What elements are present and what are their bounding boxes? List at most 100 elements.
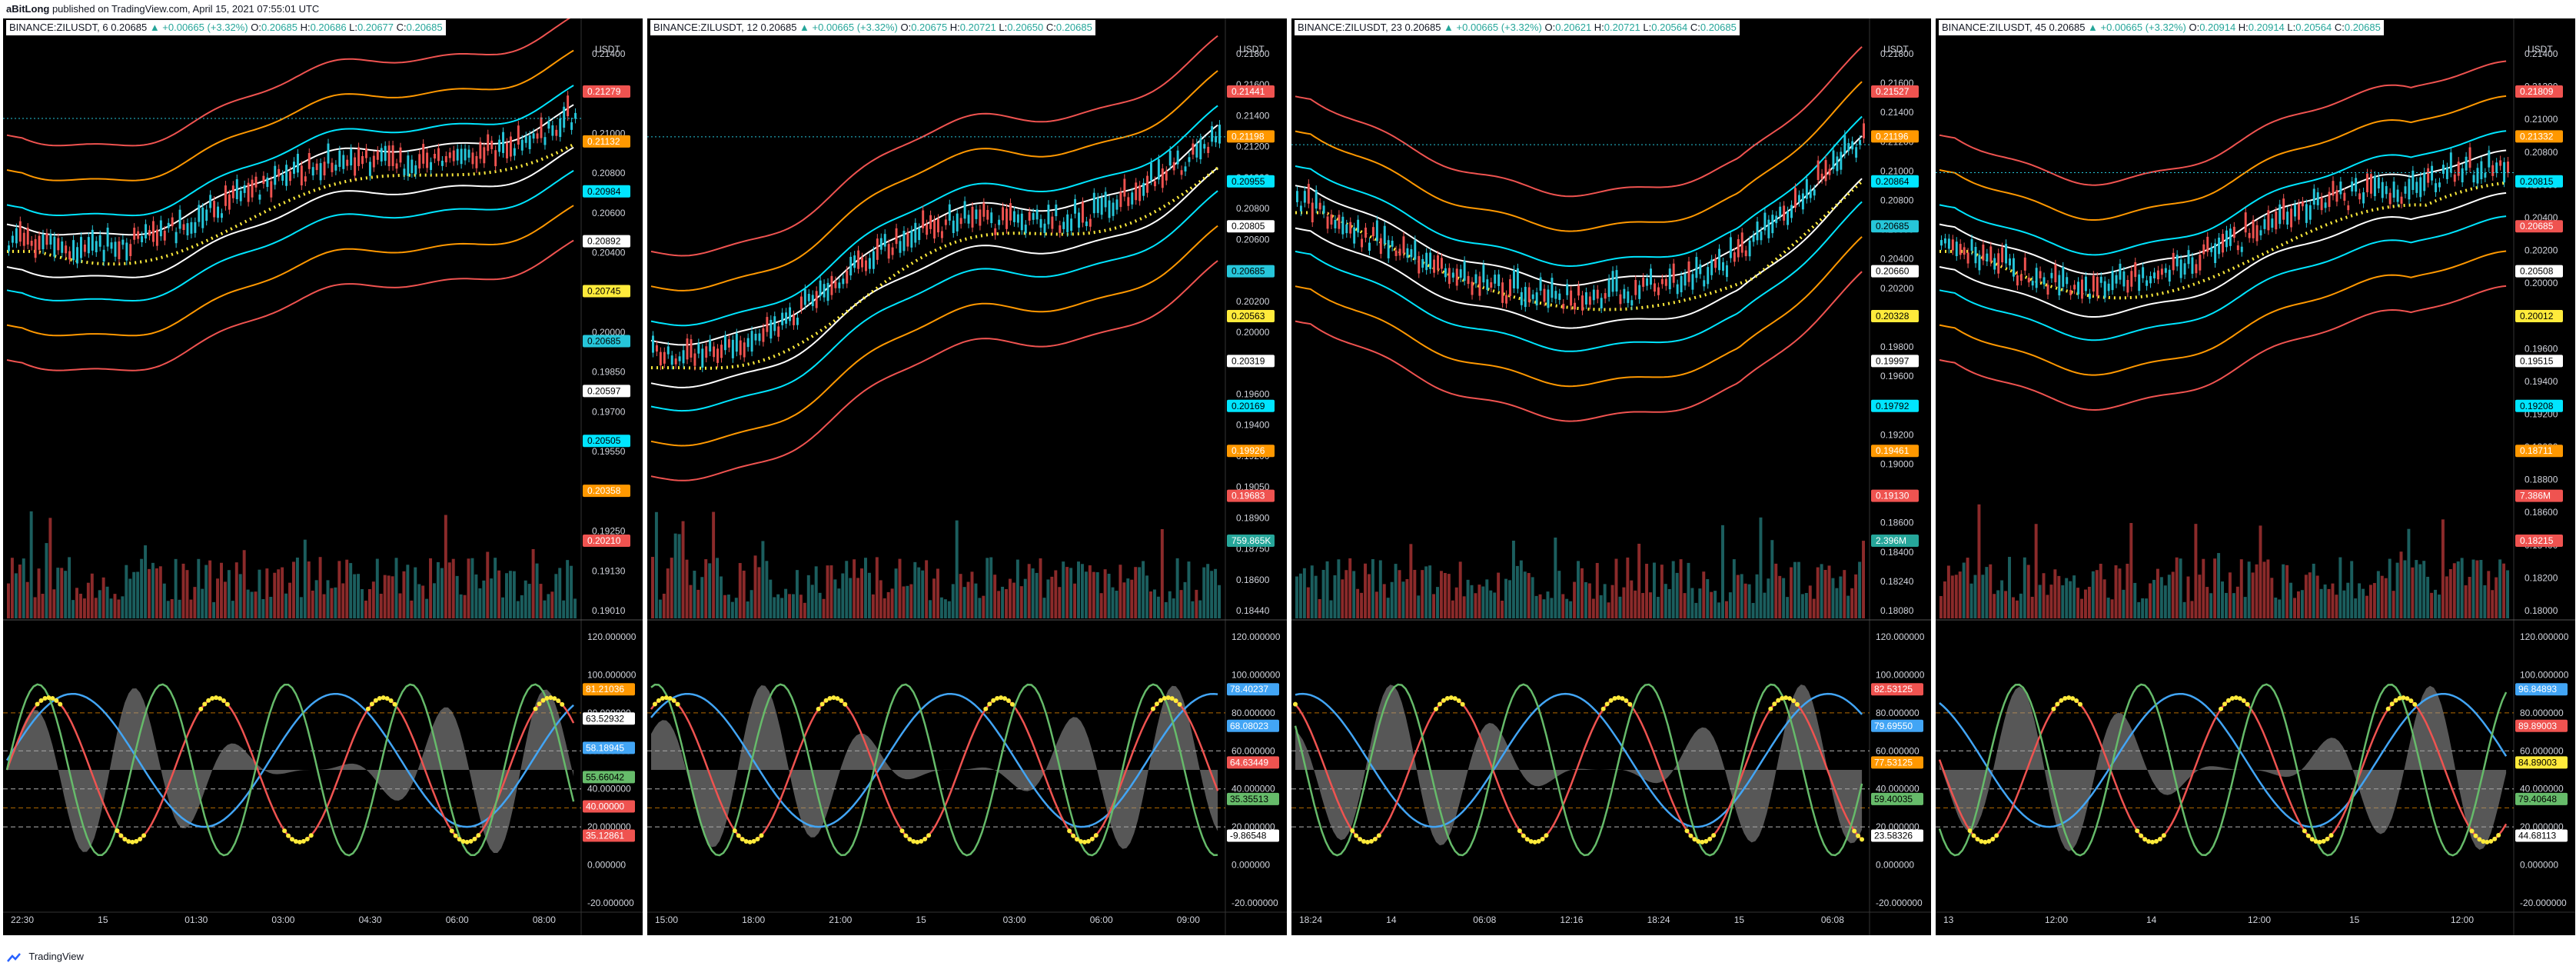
low-value: 0.20564 [1651,22,1690,33]
svg-text:0.20984: 0.20984 [587,186,621,197]
price-tick-label: 0.20800 [1880,195,1914,206]
volume-bars [651,511,1221,618]
chart-panel[interactable]: BINANCE:ZILUSDT, 6 0.20685 ▲ +0.00665 (+… [3,18,643,935]
price-badge: 2.396M [1871,535,1919,547]
osc-tick-label: 120.000000 [1876,631,1925,642]
chart-canvas[interactable]: 0.214000.212000.210000.208000.206000.204… [1936,18,2575,935]
candles [1940,142,2509,304]
open-value: 0.20675 [911,22,950,33]
price-tick-label: 0.20200 [1880,283,1914,294]
svg-text:0.20169: 0.20169 [1231,401,1265,411]
price-tick-label: 0.21800 [1880,48,1914,59]
price-tick-label: 0.20600 [1236,234,1270,245]
time-tick-label: 15 [2349,914,2360,925]
price-tick-label: 0.19000 [1880,458,1914,469]
svg-text:0.20210: 0.20210 [587,535,621,546]
price-badge: 0.21332 [2515,130,2563,143]
svg-text:0.20012: 0.20012 [2520,311,2554,321]
osc-tick-label: 0.000000 [1231,860,1270,871]
price-badge: 0.19130 [1871,489,1919,502]
osc-tick-label: 40.000000 [1876,784,1920,794]
close-value: 0.20685 [2344,22,2381,33]
osc-green-line [1294,683,1863,857]
symbol-legend[interactable]: BINANCE:ZILUSDT, 12 0.20685 ▲ +0.00665 (… [650,20,1095,35]
price-badge: 0.20660 [1871,265,1919,278]
price-tick-label: 0.20400 [592,248,626,258]
svg-text:0.20563: 0.20563 [1231,311,1265,321]
svg-text:0.21527: 0.21527 [1876,86,1910,97]
price-badge: 759.865K [1227,535,1275,547]
high-value: 0.20686 [310,22,350,33]
price-badge: 0.20805 [1227,220,1275,233]
price-tick-label: 0.18000 [2524,605,2558,616]
open-label: O: [1544,22,1556,33]
close-label: C: [396,22,407,33]
svg-text:7.386M: 7.386M [2520,491,2551,501]
price-tick-label: 0.21400 [592,48,626,59]
close-label: C: [2334,22,2345,33]
footer-bar: TradingView [0,948,2576,966]
price-badge: 0.19208 [2515,399,2563,412]
high-label: H: [949,22,960,33]
price-badge: 0.21196 [1871,130,1919,143]
osc-tick-label: 0.000000 [587,860,626,871]
time-tick-label: 04:30 [359,914,382,925]
chart-canvas[interactable]: 0.218000.216000.214000.212000.210000.208… [1291,18,1931,935]
tradingview-brand[interactable]: TradingView [28,951,84,962]
symbol-legend[interactable]: BINANCE:ZILUSDT, 6 0.20685 ▲ +0.00665 (+… [6,20,446,35]
price-tick-label: 0.21000 [2524,114,2558,125]
time-tick-label: 06:08 [1821,914,1844,925]
osc-badge: 44.68113 [2515,829,2568,842]
upper-band-2 [1295,81,1863,232]
lower-basis [1295,178,1863,329]
upper-band-1 [650,105,1218,327]
osc-badge: 77.53125 [1871,756,1923,769]
osc-green-line [5,683,575,857]
upper-band-1 [1295,115,1863,268]
chart-canvas[interactable]: 0.214000.212000.210000.208000.206000.204… [3,18,643,935]
time-tick-label: 06:00 [446,914,469,925]
symbol-legend[interactable]: BINANCE:ZILUSDT, 45 0.20685 ▲ +0.00665 (… [1939,20,2384,35]
tradingview-logo-icon[interactable] [6,952,22,962]
author-name[interactable]: aBitLong [6,3,50,15]
svg-text:84.89003: 84.89003 [2518,757,2557,768]
price-badge: 0.21132 [583,135,630,148]
price-badge: 0.20892 [583,235,630,248]
svg-text:68.08023: 68.08023 [1230,721,1268,731]
open-label: O: [251,22,261,33]
osc-badge: 58.18945 [583,741,635,754]
svg-text:0.20815: 0.20815 [2520,176,2554,187]
price-tick-label: 0.20200 [1236,296,1270,307]
close-value: 0.20685 [406,22,443,33]
upper-band-1 [1939,130,2507,256]
price-tick-label: 0.19250 [592,526,626,537]
low-value: 0.20677 [357,22,397,33]
price-badge: 0.20169 [1227,399,1275,412]
svg-text:0.20505: 0.20505 [587,435,621,446]
symbol-name: BINANCE:ZILUSDT, 6 [9,22,111,33]
svg-text:-9.86548: -9.86548 [1230,831,1267,841]
time-tick-label: 18:00 [742,914,765,925]
chart-panel[interactable]: BINANCE:ZILUSDT, 45 0.20685 ▲ +0.00665 (… [1936,18,2575,935]
svg-text:78.40237: 78.40237 [1230,684,1268,695]
chart-panel[interactable]: BINANCE:ZILUSDT, 23 0.20685 ▲ +0.00665 (… [1291,18,1931,935]
price-tick-label: 0.18440 [1236,605,1270,616]
open-value: 0.20621 [1555,22,1594,33]
close-value: 0.20685 [1055,22,1092,33]
price-badge: 0.21198 [1227,130,1275,143]
price-tick-label: 0.19130 [592,565,626,576]
osc-tick-label: 100.000000 [1231,669,1281,680]
price-badge: 0.20563 [1227,310,1275,322]
symbol-legend[interactable]: BINANCE:ZILUSDT, 23 0.20685 ▲ +0.00665 (… [1295,20,1740,35]
chart-canvas[interactable]: 0.218000.216000.214000.212000.210000.208… [647,18,1287,935]
lower-band-3 [1939,285,2507,411]
osc-badge: 84.89003 [2515,756,2568,769]
lower-band-1 [1295,201,1863,352]
low-label: L: [2287,22,2296,33]
osc-badge: 35.35513 [1227,792,1279,805]
svg-text:35.35513: 35.35513 [1230,794,1268,804]
osc-red-line [1295,696,1863,844]
osc-badge: 89.89003 [2515,719,2568,732]
chart-panel[interactable]: BINANCE:ZILUSDT, 12 0.20685 ▲ +0.00665 (… [647,18,1287,935]
high-label: H: [300,22,311,33]
